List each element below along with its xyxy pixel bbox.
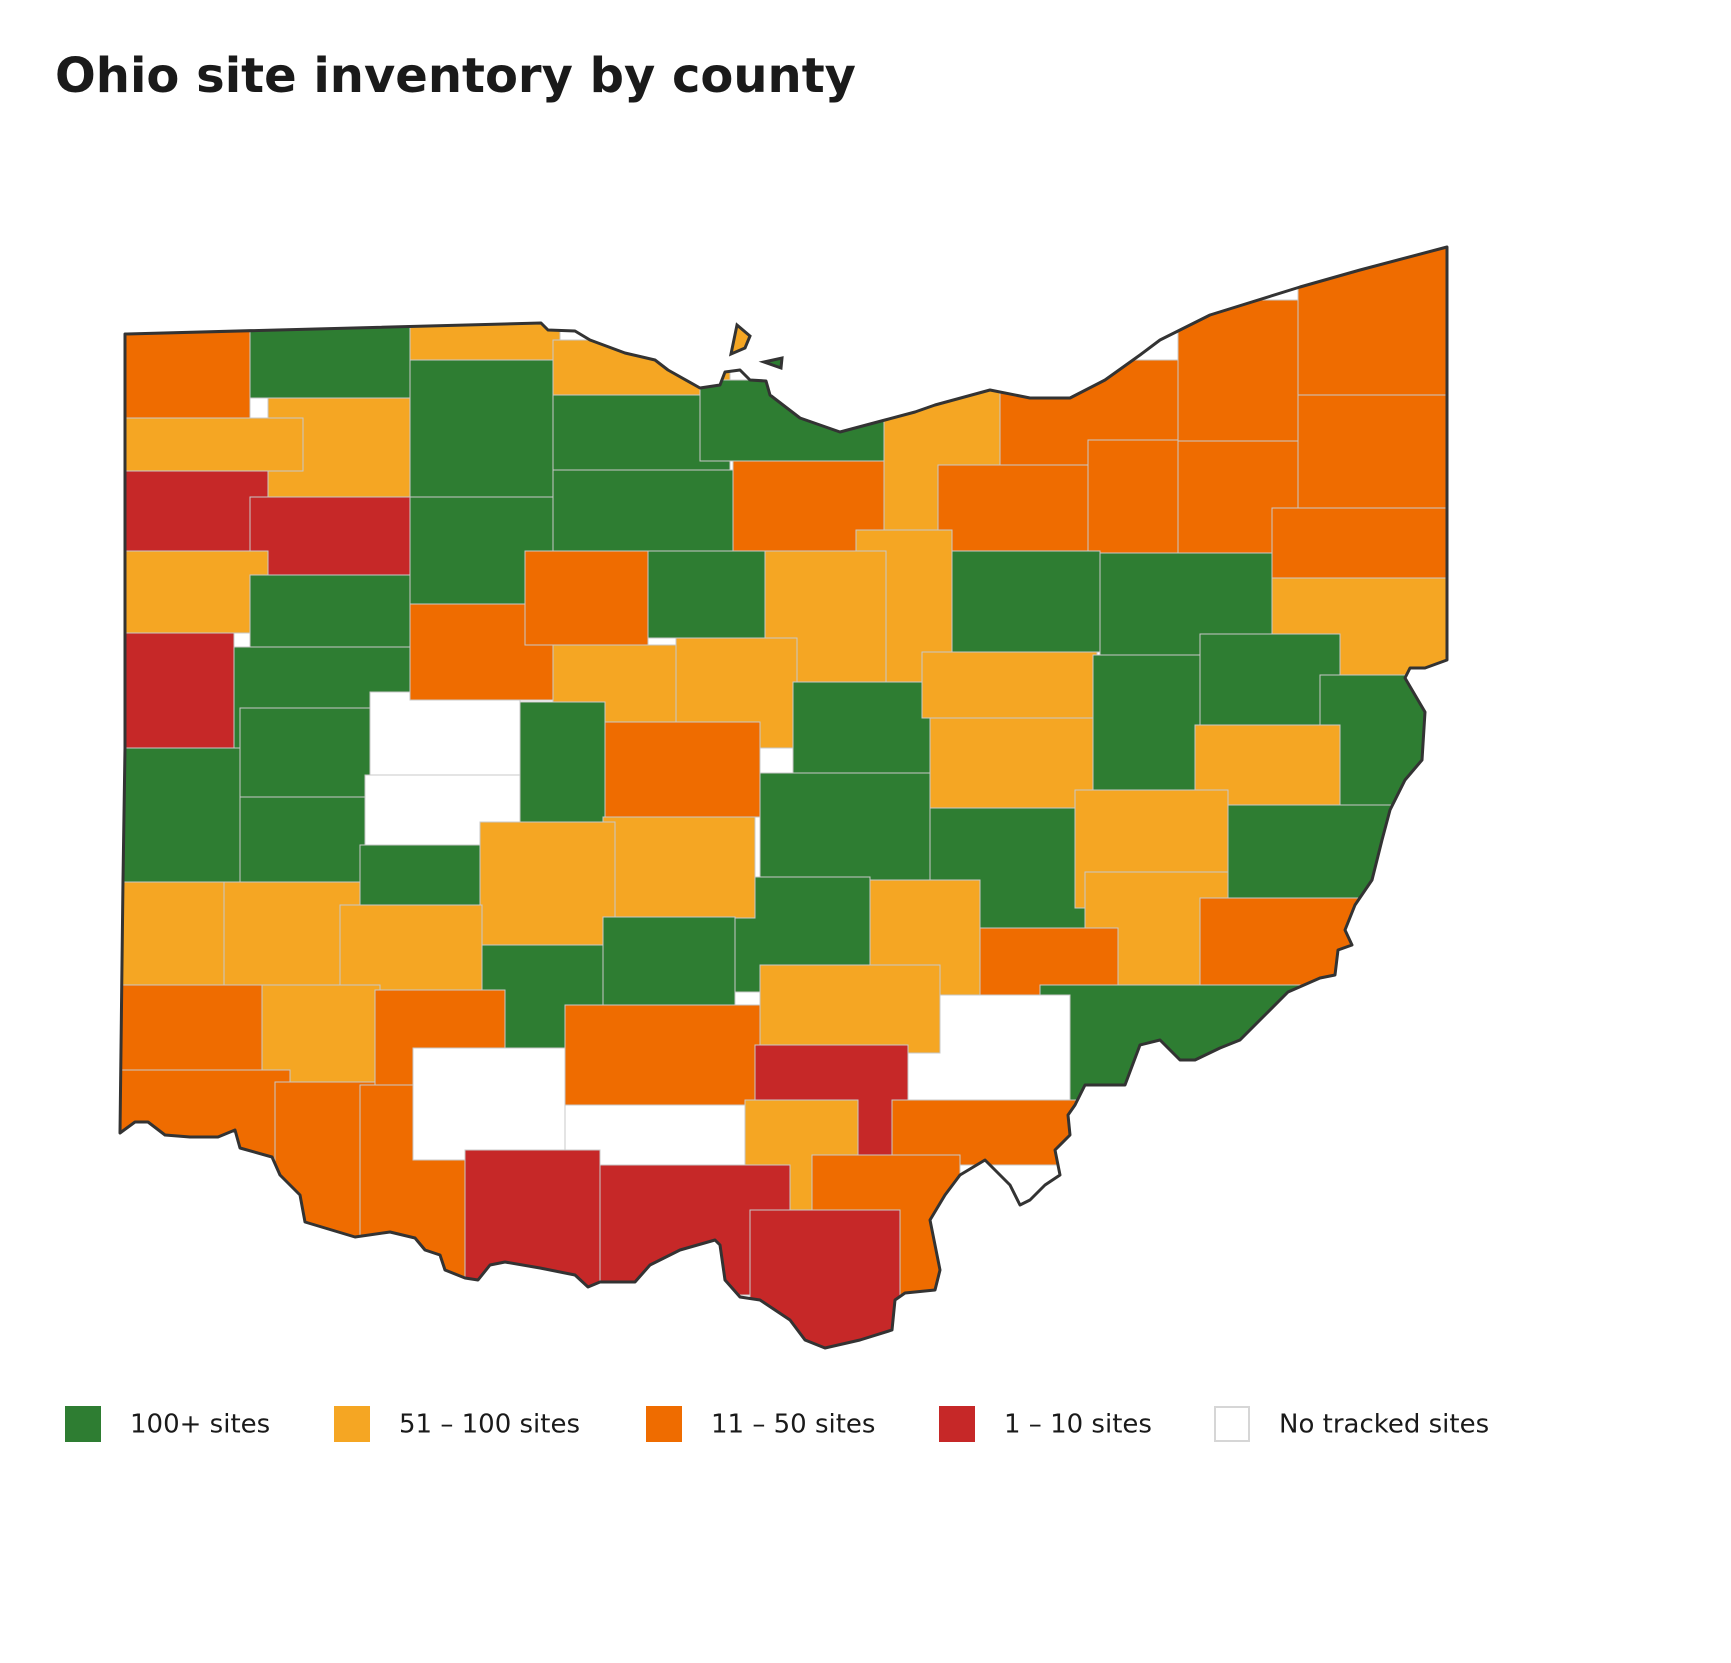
county — [249, 299, 411, 399]
legend-swatch — [646, 1406, 682, 1442]
legend-label: 11 – 50 sites — [711, 1410, 875, 1440]
county — [891, 1099, 1081, 1166]
county — [604, 721, 761, 818]
state-outline — [118, 245, 1449, 1350]
county — [120, 550, 269, 634]
title: Ohio site inventory by county — [55, 48, 856, 104]
county — [749, 1209, 901, 1348]
county — [120, 881, 225, 991]
county — [921, 651, 1098, 719]
county — [951, 550, 1101, 653]
county — [1319, 674, 1447, 809]
county — [647, 550, 766, 639]
legend-label: 51 – 100 sites — [399, 1410, 580, 1440]
county — [120, 747, 241, 883]
county — [524, 550, 649, 646]
legend-label: 1 – 10 sites — [1004, 1410, 1152, 1440]
county — [120, 417, 304, 472]
county — [120, 632, 235, 749]
legend-swatch — [939, 1406, 975, 1442]
county — [602, 916, 736, 1018]
legend: 100+ sites 51 – 100 sites 11 – 50 sites 1 –… — [65, 1406, 1489, 1442]
county — [120, 984, 271, 1073]
county — [1199, 897, 1447, 996]
county — [937, 464, 1089, 552]
legend-label: 100+ sites — [130, 1410, 270, 1440]
county — [1199, 633, 1341, 726]
county — [409, 359, 554, 498]
island — [758, 356, 784, 371]
legend-swatch — [65, 1406, 101, 1442]
county — [249, 574, 411, 661]
county — [792, 681, 936, 784]
legend-swatch — [1214, 1406, 1250, 1442]
county — [120, 470, 269, 552]
county — [239, 796, 366, 894]
county — [1271, 507, 1447, 579]
county — [223, 881, 361, 986]
county — [759, 772, 936, 883]
county — [519, 701, 606, 823]
legend-label: No tracked sites — [1279, 1410, 1489, 1440]
county — [564, 1004, 761, 1113]
county — [261, 984, 381, 1086]
county — [1227, 804, 1447, 903]
island — [728, 322, 752, 357]
county — [552, 469, 734, 552]
county — [339, 904, 483, 996]
county — [1297, 394, 1447, 509]
county — [369, 691, 521, 786]
county — [602, 816, 756, 919]
county — [479, 821, 616, 951]
county — [699, 379, 885, 462]
county — [239, 707, 376, 801]
county — [412, 1047, 576, 1161]
county — [1039, 984, 1301, 1101]
county — [120, 299, 251, 419]
county — [1177, 299, 1299, 442]
county — [1092, 654, 1201, 791]
county — [1297, 247, 1447, 396]
county — [759, 964, 941, 1054]
legend-swatch — [334, 1406, 370, 1442]
